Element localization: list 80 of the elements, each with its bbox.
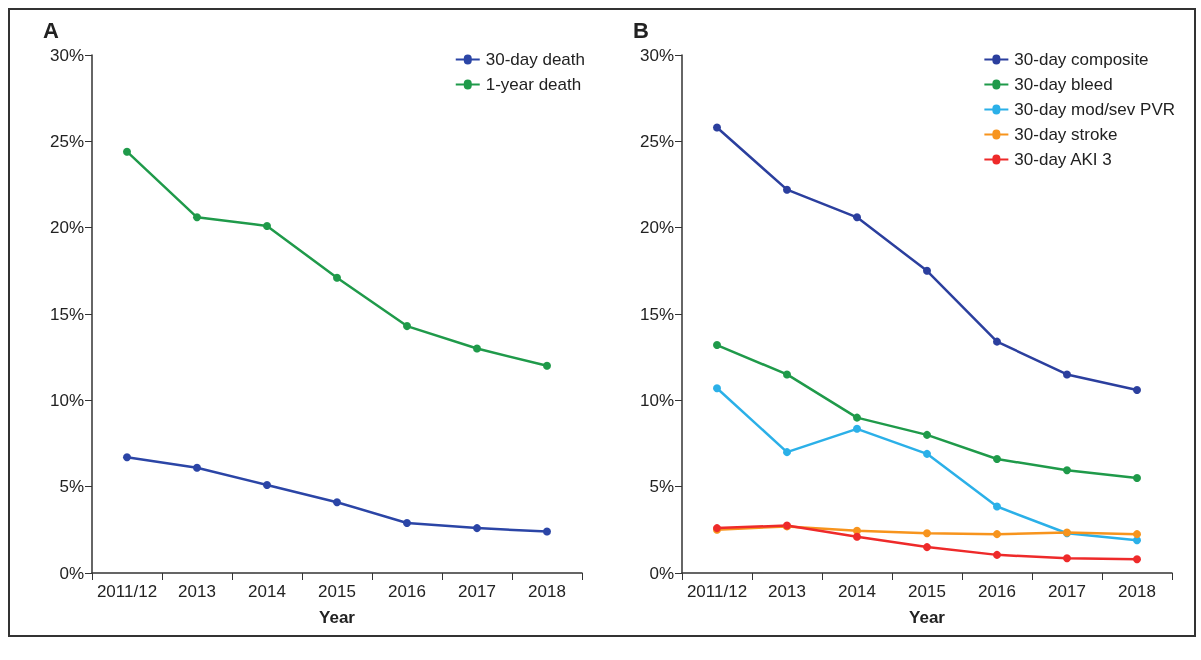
x-tick-label: 2011/12 [96,582,158,601]
y-tick-label: 30% [49,45,84,65]
x-tick-label: 2018 [1118,582,1156,601]
x-tick-label: 2017 [1048,582,1086,601]
point [713,123,721,132]
point [193,463,201,472]
point [993,550,1001,559]
point [923,266,931,275]
y-tick-label: 30% [639,45,674,65]
x-tick-label: 2014 [248,582,286,601]
point [333,273,341,282]
point [783,448,791,457]
y-tick-label: 15% [49,304,84,324]
point [993,502,1001,511]
y-tick-label: 5% [649,477,674,497]
point [1133,555,1141,564]
y-tick-label: 25% [639,131,674,151]
point [1063,466,1071,475]
y-tick-label: 15% [639,304,674,324]
y-tick-label: 10% [49,390,84,410]
point [403,322,411,331]
point [543,361,551,370]
y-tick-label: 0% [649,563,674,583]
point [1063,370,1071,379]
point [783,370,791,379]
x-tick-label: 2011/12 [686,582,748,601]
point [923,449,931,458]
x-axis-title: Year [909,608,946,627]
point [713,341,721,350]
legend-label: 30-day death [485,50,586,69]
legend-label: 1-year death [485,75,582,94]
point [853,532,861,541]
legend-label: 30-day composite [1014,50,1149,69]
point [1133,474,1141,483]
point [473,524,481,533]
x-tick-label: 2016 [978,582,1016,601]
legend-label: 30-day mod/sev PVR [1014,100,1176,119]
x-tick-label: 2013 [768,582,806,601]
point [853,213,861,222]
y-tick-label: 25% [49,131,84,151]
point [923,543,931,552]
point [993,530,1001,539]
point [263,480,271,489]
point [123,453,131,462]
x-tick-label: 2017 [458,582,496,601]
point [1133,530,1141,539]
point [403,518,411,527]
point [123,147,131,156]
y-tick-label: 10% [639,390,674,410]
point [783,185,791,194]
legend-label: 30-day bleed [1014,75,1113,94]
x-tick-label: 2013 [178,582,216,601]
chart-title: A [43,17,59,43]
chart-title: B [633,17,649,43]
x-tick-label: 2014 [838,582,876,601]
point [193,213,201,222]
y-tick-label: 5% [59,477,84,497]
y-tick-label: 20% [639,218,674,238]
point [713,384,721,393]
legend-label: 30-day stroke [1014,125,1118,144]
point [923,529,931,538]
y-tick-label: 0% [59,563,84,583]
legend-label: 30-day AKI 3 [1014,150,1112,169]
point [853,424,861,433]
x-tick-label: 2015 [318,582,356,601]
point [333,498,341,507]
point [263,221,271,230]
point [993,337,1001,346]
point [853,413,861,422]
x-tick-label: 2018 [528,582,566,601]
point [923,430,931,439]
x-axis-title: Year [319,608,356,627]
x-tick-label: 2015 [908,582,946,601]
point [473,344,481,353]
point [1063,554,1071,563]
point [543,527,551,536]
point [1133,385,1141,394]
y-tick-label: 20% [49,218,84,238]
point [993,455,1001,464]
x-tick-label: 2016 [388,582,426,601]
